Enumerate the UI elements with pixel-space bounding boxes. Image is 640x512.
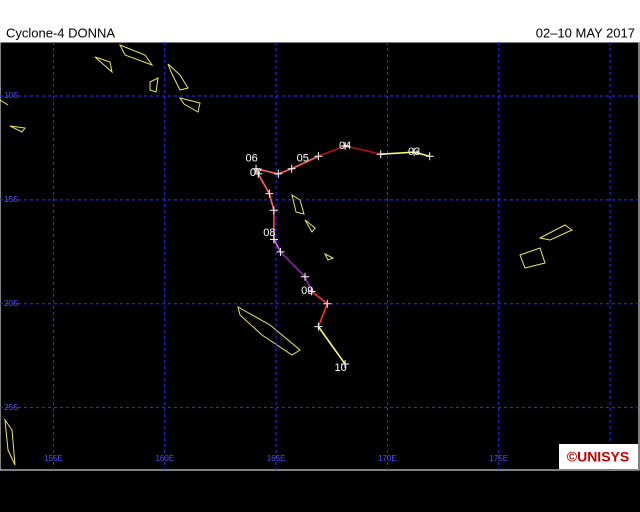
track-segment: [317, 326, 346, 365]
day-label: 06: [245, 152, 257, 164]
dates: 02–10 MAY 2017: [536, 25, 635, 40]
day-label: 07: [250, 167, 262, 179]
track-point: [425, 152, 434, 161]
lon-label: 170E: [378, 454, 397, 463]
track-point: [287, 164, 296, 173]
track-point: [307, 287, 316, 296]
lon-label: 165E: [267, 454, 286, 463]
lat-label: 10S: [4, 91, 18, 100]
track-segment: [380, 151, 415, 155]
track-point: [314, 152, 323, 161]
track-point: [323, 299, 332, 308]
track-segment: [268, 193, 275, 211]
track-point: [376, 150, 385, 159]
lat-label: 20S: [4, 299, 18, 308]
track-point: [269, 235, 278, 244]
track-segment: [317, 303, 329, 327]
track-segment: [304, 276, 313, 292]
lat-label: 25S: [4, 403, 18, 412]
track-point: [274, 169, 283, 178]
map-frame: [0, 41, 640, 471]
day-label: 03: [408, 146, 420, 158]
track-segment: [344, 145, 381, 155]
track-point: [254, 169, 263, 178]
day-label: 09: [301, 285, 313, 297]
track-point: [252, 164, 261, 173]
track-segment: [278, 167, 292, 175]
day-label: 04: [339, 140, 351, 152]
track-segment: [413, 151, 430, 158]
day-label: 08: [263, 227, 275, 239]
track-segment: [279, 251, 306, 278]
day-label: 05: [297, 152, 309, 164]
lon-label: 160E: [155, 454, 174, 463]
track-segment: [273, 239, 282, 253]
track-segment: [257, 173, 271, 195]
track-point: [269, 206, 278, 215]
track-point: [301, 272, 310, 281]
logo-text: ©UNISYS: [567, 449, 629, 465]
header-bar: [0, 0, 640, 42]
track-point: [341, 360, 350, 369]
track-segment: [311, 290, 328, 305]
islands: [0, 44, 573, 466]
day-label: 10: [335, 362, 347, 374]
track-point: [276, 247, 285, 256]
track-segment: [318, 145, 346, 158]
lon-label: 155E: [44, 454, 63, 463]
track-point: [410, 148, 419, 157]
logo: ©UNISYS: [559, 444, 638, 469]
lat-label: 15S: [4, 195, 18, 204]
track-point: [265, 189, 274, 198]
logo-box: [559, 444, 638, 469]
track-segment: [255, 167, 279, 175]
lon-label: 175E: [489, 454, 508, 463]
track-point: [341, 141, 350, 150]
title: Cyclone-4 DONNA: [6, 25, 115, 40]
track-point: [314, 322, 323, 331]
track-segment: [291, 155, 319, 170]
